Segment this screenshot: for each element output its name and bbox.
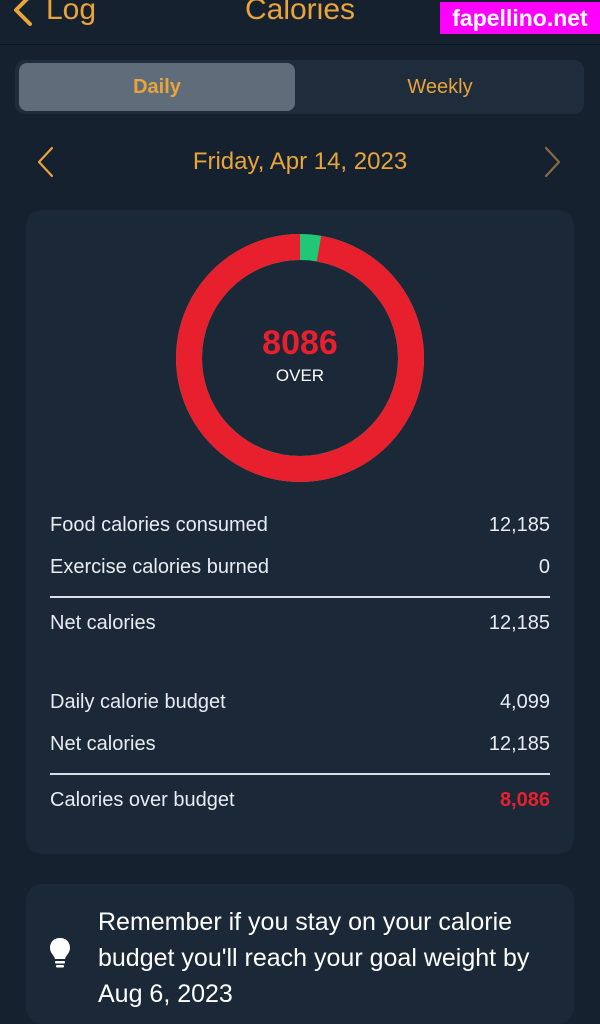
row-daily-budget: Daily calorie budget 4,099 bbox=[50, 691, 550, 721]
over-budget-value: 8,086 bbox=[499, 789, 550, 811]
over-amount: 8086 bbox=[262, 324, 338, 362]
row-label: Exercise calories burned bbox=[50, 556, 269, 578]
next-day-icon[interactable] bbox=[540, 144, 564, 180]
divider bbox=[50, 773, 550, 775]
over-label: OVER bbox=[275, 366, 325, 385]
tab-weekly[interactable]: Weekly bbox=[407, 76, 473, 98]
watermark: fapellino.net bbox=[440, 2, 600, 34]
row-net-calories: Net calories 12,185 bbox=[50, 612, 550, 642]
row-value: 4,099 bbox=[499, 691, 550, 713]
back-label: Log bbox=[46, 0, 97, 26]
row-over-budget: Calories over budget 8,086 bbox=[50, 789, 550, 819]
row-label: Food calories consumed bbox=[50, 514, 268, 536]
row-food-consumed: Food calories consumed 12,185 bbox=[50, 514, 550, 544]
row-label: Daily calorie budget bbox=[50, 691, 226, 713]
row-net-calories-2: Net calories 12,185 bbox=[50, 733, 550, 763]
lightbulb-icon bbox=[50, 938, 70, 968]
date-navigator: Friday, Apr 14, 2023 bbox=[0, 140, 600, 184]
row-value: 0 bbox=[538, 556, 550, 578]
page-title: Calories bbox=[244, 0, 356, 26]
date-label: Friday, Apr 14, 2023 bbox=[192, 148, 408, 175]
tip-text: Remember if you stay on your calorie bud… bbox=[98, 908, 530, 1008]
tip-card: Remember if you stay on your calorie bud… bbox=[26, 884, 574, 1024]
row-label: Calories over budget bbox=[50, 789, 235, 811]
nav-header: Log Calories fapellino.net bbox=[0, 0, 600, 45]
back-button[interactable]: Log bbox=[10, 0, 96, 30]
row-value: 12,185 bbox=[488, 612, 550, 634]
previous-day-icon[interactable] bbox=[34, 144, 58, 180]
tab-daily[interactable]: Daily bbox=[19, 63, 295, 111]
row-value: 12,185 bbox=[488, 514, 550, 536]
row-label: Net calories bbox=[50, 612, 156, 634]
ring-over-segment bbox=[176, 234, 424, 482]
calorie-summary-card: 8086 OVER Food calories consumed 12,185 … bbox=[26, 210, 574, 854]
row-value: 12,185 bbox=[488, 733, 550, 755]
row-label: Net calories bbox=[50, 733, 156, 755]
calorie-ring-chart bbox=[176, 234, 424, 482]
period-segmented-control: Daily Weekly bbox=[15, 60, 584, 114]
divider bbox=[50, 596, 550, 598]
chevron-left-icon bbox=[14, 0, 32, 26]
row-exercise-burned: Exercise calories burned 0 bbox=[50, 556, 550, 586]
